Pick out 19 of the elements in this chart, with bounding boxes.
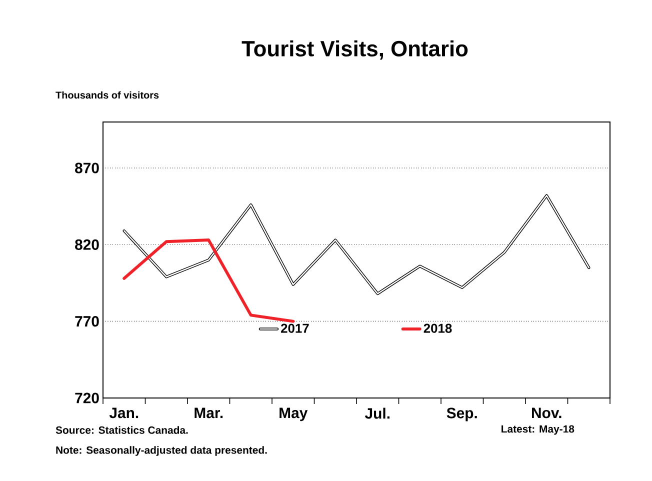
x-tick-label: May [280, 408, 308, 422]
y-axis-title: Thousands of visitors [56, 91, 159, 99]
y-tick-label: 870 [75, 162, 99, 174]
y-tick-label: 720 [75, 392, 99, 404]
x-tick-label: Jul. [364, 408, 390, 419]
text: Latest: May-18 [502, 425, 574, 435]
x-tick-label: Jan. [109, 408, 138, 418]
y-tick-label: 770 [75, 316, 99, 327]
line-series [122, 238, 295, 323]
source-note: Source: Statistics Canada. [56, 426, 188, 434]
text: Note: Seasonally-adjusted data presented. [56, 446, 267, 456]
y-tick-label: 820 [75, 239, 99, 250]
x-tick-label: Mar. [194, 408, 223, 418]
x-tick-label: Nov. [532, 408, 562, 418]
legend-label: 2018 [424, 324, 452, 333]
line-series [122, 194, 590, 296]
legend-label: 2017 [281, 324, 309, 333]
x-tick-label: Sep. [446, 408, 477, 422]
chart-title: Tourist Visits, Ontario [242, 40, 468, 60]
